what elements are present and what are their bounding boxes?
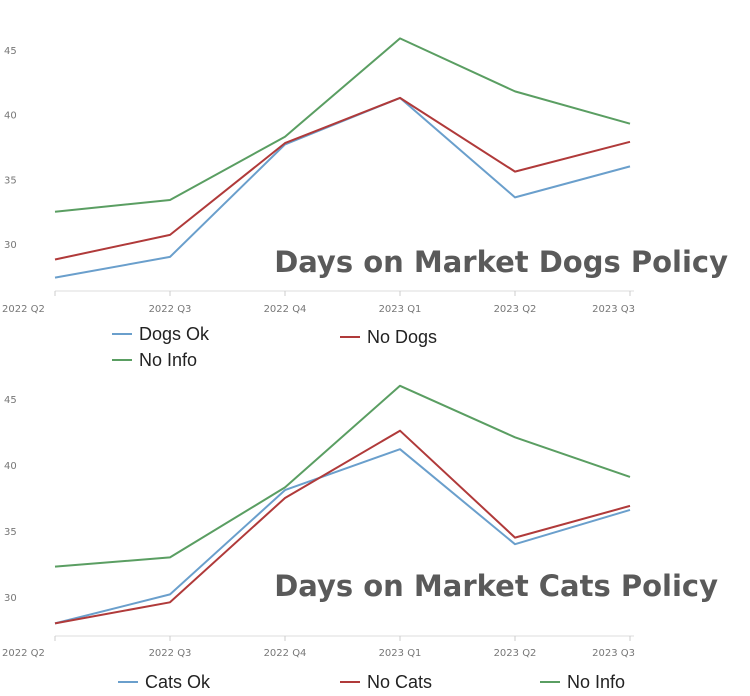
- cats-x-tick-label: 2022 Q4: [264, 648, 307, 659]
- dogs-x-tick-label: 2023 Q3: [592, 304, 635, 315]
- dogs-policy-chart-svg: 30 35 40 45 2022 Q2 2022 Q3 2022 Q4 2023 Q1 2023…: [2, 37, 728, 370]
- cats-legend-label-cats-ok: Cats Ok: [145, 672, 211, 692]
- dogs-series-no-dogs-line: [54, 96, 631, 261]
- dogs-legend-label-no-dogs: No Dogs: [367, 327, 437, 347]
- cats-series-cats-ok-line: [54, 448, 631, 625]
- cats-policy-chart-svg: 30 35 40 45 2022 Q2 2022 Q3 2022 Q4 2023 Q1 2023…: [2, 384, 718, 692]
- cats-y-tick-label: 40: [4, 461, 17, 472]
- dogs-legend-label-dogs-ok: Dogs Ok: [139, 324, 210, 344]
- dogs-y-tick-label: 45: [4, 46, 17, 57]
- cats-chart-title: Days on Market Cats Policy: [274, 569, 718, 603]
- cats-legend-label-no-cats: No Cats: [367, 672, 432, 692]
- dogs-policy-chart: 30 35 40 45 2022 Q2 2022 Q3 2022 Q4 2023 Q1 2023…: [2, 37, 728, 370]
- cats-x-tick-label: 2023 Q1: [379, 648, 422, 659]
- dogs-x-tick-label: 2022 Q4: [264, 304, 307, 315]
- dogs-x-tick-label: 2023 Q1: [379, 304, 422, 315]
- cats-y-tick-label: 35: [4, 527, 17, 538]
- dogs-y-tick-label: 35: [4, 175, 17, 186]
- cats-x-tick-label: 2023 Q3: [592, 648, 635, 659]
- cats-policy-chart: 30 35 40 45 2022 Q2 2022 Q3 2022 Q4 2023 Q1 2023…: [0, 380, 750, 696]
- cats-y-tick-label: 45: [4, 395, 17, 406]
- dogs-y-tick-label: 30: [4, 240, 17, 251]
- dogs-x-tick-label: 2022 Q3: [149, 304, 192, 315]
- dogs-chart-title: Days on Market Dogs Policy: [274, 245, 728, 279]
- dogs-series-no-info-line: [54, 37, 631, 213]
- cats-legend-label-no-info: No Info: [567, 672, 625, 692]
- cats-x-tick-label: 2022 Q3: [149, 648, 192, 659]
- cats-y-tick-label: 30: [4, 593, 17, 604]
- cats-x-tick-label: 2022 Q2: [2, 648, 45, 659]
- dogs-y-tick-label: 40: [4, 111, 17, 122]
- cats-x-tick-label: 2023 Q2: [494, 648, 537, 659]
- cats-series-no-info-line: [54, 384, 631, 568]
- dogs-x-tick-label: 2022 Q2: [2, 304, 45, 315]
- cats-series-no-cats-line: [54, 429, 631, 625]
- dogs-legend-label-no-info: No Info: [139, 350, 197, 370]
- dogs-x-tick-label: 2023 Q2: [494, 304, 537, 315]
